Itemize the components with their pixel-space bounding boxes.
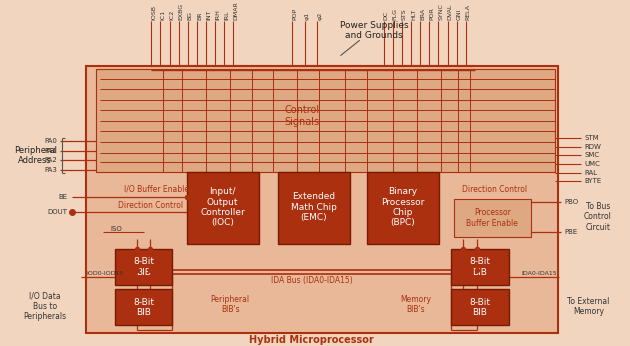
Text: 8-Bit
BIB: 8-Bit BIB	[469, 257, 490, 276]
Text: IDA0-IDA15: IDA0-IDA15	[521, 271, 556, 276]
Text: To Bus
Control
Circuit: To Bus Control Circuit	[584, 202, 612, 232]
Text: PA1: PA1	[44, 148, 57, 154]
Text: Processor
Buffer Enable: Processor Buffer Enable	[466, 208, 518, 228]
Text: Power Supplies
and Grounds: Power Supplies and Grounds	[340, 21, 408, 40]
Text: PA2: PA2	[45, 157, 57, 163]
Text: EXBG: EXBG	[179, 3, 184, 20]
Text: INT: INT	[206, 10, 211, 20]
Text: BR: BR	[197, 11, 202, 20]
Text: SMC: SMC	[585, 153, 600, 158]
Text: DVAL: DVAL	[447, 4, 452, 20]
Text: Direction Control: Direction Control	[462, 185, 527, 194]
Text: IC2: IC2	[169, 10, 175, 20]
Text: IRL: IRL	[224, 10, 229, 20]
Text: To External
Memory: To External Memory	[567, 297, 609, 316]
Text: I/O Buffer Enable: I/O Buffer Enable	[123, 185, 188, 194]
Bar	[115, 249, 173, 285]
Text: Memory
BIB's: Memory BIB's	[400, 295, 431, 314]
Bar	[451, 249, 508, 285]
Text: PA3: PA3	[44, 167, 57, 173]
Bar	[96, 69, 554, 172]
Text: ISO: ISO	[110, 226, 122, 233]
Text: RELA: RELA	[466, 4, 471, 20]
Text: FLG: FLG	[393, 8, 398, 20]
Text: BG: BG	[188, 11, 193, 20]
Text: 8-Bit
BIB: 8-Bit BIB	[469, 298, 490, 317]
Text: ERA: ERA	[420, 8, 425, 20]
Text: Direction Control: Direction Control	[118, 201, 183, 210]
Text: SYNC: SYNC	[438, 3, 444, 20]
Text: RAL: RAL	[585, 170, 597, 176]
Text: PBO: PBO	[564, 199, 578, 204]
Text: IRH: IRH	[215, 9, 220, 20]
Text: φ1: φ1	[305, 12, 310, 20]
Text: IOD0-IOD15: IOD0-IOD15	[86, 271, 123, 276]
Text: Hybrid Microprocessor: Hybrid Microprocessor	[249, 335, 374, 345]
Bar	[454, 199, 530, 237]
Text: Peripheral
BIB's: Peripheral BIB's	[210, 295, 249, 314]
Text: BYTE: BYTE	[585, 179, 602, 184]
Text: Peripheral
Address: Peripheral Address	[14, 146, 57, 165]
Text: DMAR: DMAR	[234, 1, 238, 20]
Bar	[278, 172, 350, 244]
Text: STM: STM	[585, 135, 599, 141]
Text: GNI: GNI	[457, 9, 462, 20]
Text: PBE: PBE	[564, 229, 578, 235]
Text: Control
Signals: Control Signals	[285, 105, 319, 127]
Text: HLT: HLT	[411, 9, 416, 20]
Text: RDW: RDW	[585, 144, 601, 150]
Bar	[86, 66, 558, 333]
Text: DC: DC	[384, 11, 389, 20]
Text: STS: STS	[402, 8, 407, 20]
Text: Extended
Math Chip
(EMC): Extended Math Chip (EMC)	[290, 192, 336, 222]
Text: 8-Bit
BIB: 8-Bit BIB	[133, 298, 154, 317]
Bar	[451, 289, 508, 326]
Bar	[367, 172, 439, 244]
Text: BE: BE	[59, 194, 68, 200]
Text: IC1: IC1	[161, 10, 166, 20]
Bar	[187, 172, 259, 244]
Text: UMC: UMC	[585, 161, 600, 167]
Text: Input/
Output
Controller
(IOC): Input/ Output Controller (IOC)	[200, 187, 245, 227]
Text: POR: POR	[429, 7, 434, 20]
Text: IDA Bus (IDA0-IDA15): IDA Bus (IDA0-IDA15)	[271, 276, 353, 285]
Text: 8-Bit
BIB: 8-Bit BIB	[133, 257, 154, 276]
Text: DOUT: DOUT	[48, 209, 68, 215]
Text: I/O Data
Bus to
Peripherals: I/O Data Bus to Peripherals	[23, 291, 66, 321]
Text: PA0: PA0	[44, 138, 57, 144]
Text: IOSB: IOSB	[151, 5, 156, 20]
Bar	[115, 289, 173, 326]
Text: φ2: φ2	[318, 12, 323, 20]
Text: POP: POP	[292, 8, 297, 20]
Text: Binary
Processor
Chip
(BPC): Binary Processor Chip (BPC)	[381, 187, 425, 227]
